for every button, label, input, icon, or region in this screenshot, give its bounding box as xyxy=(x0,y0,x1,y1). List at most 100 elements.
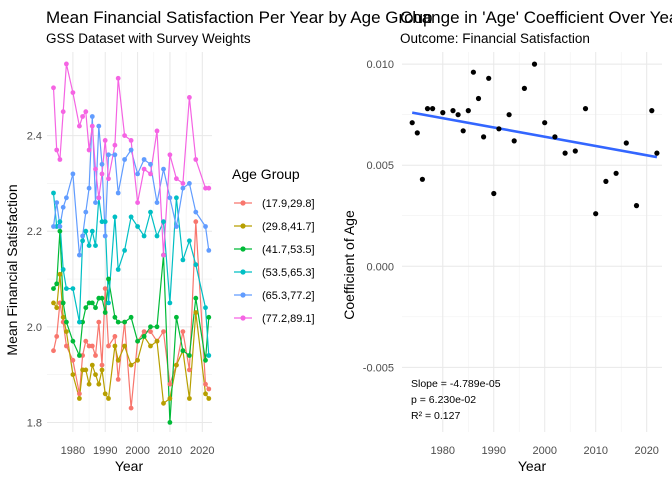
series-5-point xyxy=(115,75,121,81)
series-3-point xyxy=(57,219,63,225)
series-5-point xyxy=(89,123,95,129)
series-5-point xyxy=(167,152,173,158)
series-3-point xyxy=(206,353,212,358)
series-3-point xyxy=(60,267,66,272)
series-5-point xyxy=(174,176,179,182)
left-chart-title: Mean Financial Satisfaction Per Year by … xyxy=(46,8,433,27)
series-line-1 xyxy=(53,274,210,405)
series-0-point xyxy=(96,319,102,325)
series-1-point xyxy=(57,271,63,277)
scatter-point xyxy=(623,140,629,146)
y-tick-label: 1.8 xyxy=(27,417,42,429)
series-0-point xyxy=(193,219,199,225)
legend-label: (17.9,29.8] xyxy=(262,198,315,210)
legend-key-point xyxy=(240,269,246,275)
series-0-point xyxy=(141,329,147,334)
series-1-point xyxy=(115,357,121,363)
series-1-point xyxy=(187,396,192,401)
series-2-point xyxy=(206,314,212,320)
series-0-point xyxy=(203,381,208,387)
series-2-point xyxy=(60,300,66,306)
x-tick-label: 2000 xyxy=(533,445,557,457)
legend-items: (17.9,29.8] (29.8,41.7] (41.7,53.5] (53.5,6… xyxy=(234,198,315,325)
series-0-point xyxy=(57,300,63,306)
series-5-point xyxy=(102,138,108,143)
scatter-point xyxy=(496,126,502,132)
series-2-point xyxy=(115,319,121,325)
y-tick-label: -0.005 xyxy=(363,362,394,374)
scatter-point xyxy=(414,130,420,136)
y-tick-label: 0.005 xyxy=(366,160,394,172)
scatter-point xyxy=(572,148,578,154)
series-3-point xyxy=(128,214,134,220)
scatter-point xyxy=(582,106,589,112)
left-y-axis-label: Mean Financial Satisfaction xyxy=(4,184,20,355)
right-y-tick-labels: -0.005 0.000 0.005 0.010 xyxy=(363,59,394,374)
series-4-point xyxy=(80,233,85,239)
left-x-tick-labels: 1980 1990 2000 2010 2020 xyxy=(61,445,215,457)
series-2-point xyxy=(51,286,56,291)
series-4-point xyxy=(154,200,160,206)
series-0-point xyxy=(77,391,82,397)
scatter-point xyxy=(486,75,492,81)
series-3-point xyxy=(148,209,153,215)
series-0-point xyxy=(102,286,108,291)
annotation-slope: Slope = -4.789e-05 xyxy=(411,378,501,390)
scatter-point xyxy=(531,61,538,67)
scatter-point xyxy=(470,69,476,75)
series-2-point xyxy=(70,338,76,344)
series-5-point xyxy=(112,142,118,148)
series-1-point xyxy=(154,338,160,344)
left-y-tick-labels: 1.8 2.0 2.2 2.4 xyxy=(27,131,42,430)
right-gridlines xyxy=(402,52,662,432)
series-4-point xyxy=(70,171,76,177)
series-4-point xyxy=(112,152,118,158)
series-1-point xyxy=(148,343,153,349)
series-4-point xyxy=(174,224,179,229)
series-0-point xyxy=(106,343,111,349)
x-tick-label: 2020 xyxy=(634,445,658,457)
series-0-point xyxy=(206,386,212,392)
series-2-point xyxy=(112,314,118,320)
series-0-point xyxy=(54,334,60,339)
left-series-lines xyxy=(52,63,210,423)
series-5-point xyxy=(96,195,102,201)
series-4-point xyxy=(89,114,95,119)
series-2-point xyxy=(128,314,134,320)
series-line-2 xyxy=(53,231,210,423)
series-5-point xyxy=(154,128,160,134)
series-3-point xyxy=(154,233,160,239)
series-4-point xyxy=(122,157,127,162)
series-1-point xyxy=(96,381,102,387)
series-4-point xyxy=(86,185,92,191)
left-chart-subtitle: GSS Dataset with Survey Weights xyxy=(46,31,251,46)
series-3-point xyxy=(161,219,166,225)
scatter-point xyxy=(613,170,619,176)
series-0-point xyxy=(99,362,105,368)
series-4-point xyxy=(96,123,102,129)
series-5-point xyxy=(106,176,111,182)
series-2-point xyxy=(203,357,208,363)
series-4-point xyxy=(102,233,108,239)
legend: Age Group (17.9,29.8] (29.8,41.7] (41.7,53… xyxy=(232,166,315,325)
series-1-point xyxy=(70,372,76,377)
series-5-point xyxy=(83,109,89,115)
scatter-point xyxy=(450,108,456,114)
annotation-p-value: p = 6.230e-02 xyxy=(411,394,476,406)
series-1-point xyxy=(203,391,208,397)
series-0-point xyxy=(83,338,89,344)
series-1-point xyxy=(83,367,89,373)
left-gridlines xyxy=(47,52,212,432)
series-4-point xyxy=(64,195,69,201)
series-3-point xyxy=(106,300,111,306)
annotation-r-squared: R² = 0.127 xyxy=(411,410,460,422)
scatter-point xyxy=(633,203,640,209)
series-5-point xyxy=(99,171,105,177)
series-3-point xyxy=(203,305,208,311)
left-x-axis-label: Year xyxy=(115,458,144,474)
series-3-point xyxy=(80,238,85,244)
series-4-point xyxy=(115,190,121,196)
series-4-point xyxy=(54,200,60,206)
legend-label: (41.7,53.5] xyxy=(262,244,315,256)
series-4-point xyxy=(60,204,66,210)
